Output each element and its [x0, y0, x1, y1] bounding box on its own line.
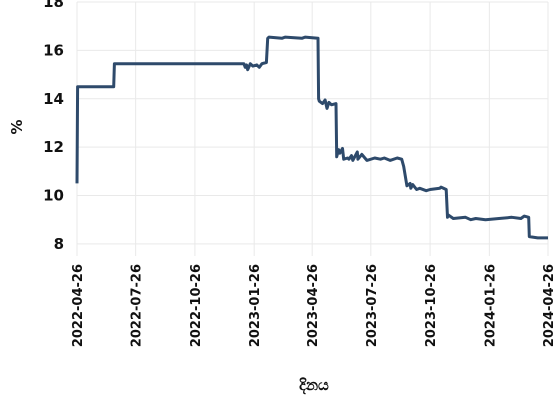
x-tick-label: 2024-04-26 — [542, 264, 557, 347]
x-tick-label: 2023-04-26 — [306, 264, 321, 347]
y-tick-label: 18 — [43, 0, 64, 11]
y-tick-label: 10 — [43, 187, 64, 205]
y-axis-title: % — [8, 119, 26, 134]
x-tick-label: 2023-07-26 — [365, 264, 380, 347]
x-tick-label: 2022-07-26 — [130, 264, 145, 347]
x-axis-title: දිනය — [299, 376, 329, 395]
x-tick-label: 2024-01-26 — [483, 264, 498, 347]
y-tick-label: 16 — [43, 41, 64, 59]
gridlines — [76, 1, 549, 256]
x-tick-label: 2023-01-26 — [248, 264, 263, 347]
series-line — [75, 35, 548, 240]
x-tick-label: 2023-10-26 — [424, 264, 439, 347]
x-tick-label: 2022-04-26 — [71, 264, 86, 347]
series-lines — [75, 35, 548, 240]
y-tick-label: 8 — [54, 235, 64, 253]
x-axis-ticks: 2022-04-26 2022-07-26 2022-10-26 2023-01-26… — [71, 264, 557, 347]
y-tick-label: 14 — [43, 90, 64, 108]
y-axis-ticks: 8 10 12 14 16 18 — [43, 0, 64, 253]
x-tick-label: 2022-10-26 — [189, 264, 204, 347]
y-tick-label: 12 — [43, 138, 64, 156]
